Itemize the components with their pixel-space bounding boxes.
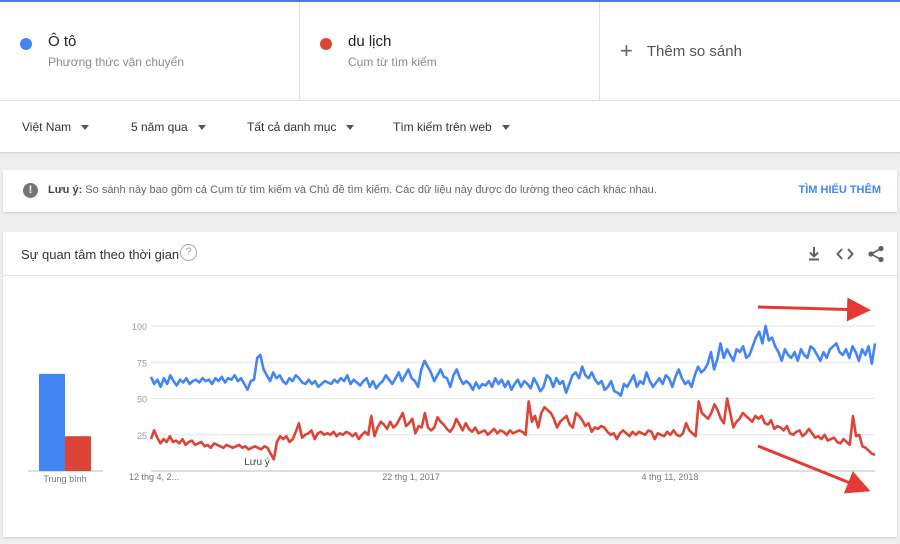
notice-message: Lưu ý: So sánh này bao gồm cả Cụm từ tìm… [48, 184, 657, 196]
learn-more-link[interactable]: TÌM HIỂU THÊM [798, 184, 882, 196]
x-tick-label: 22 thg 1, 2017 [382, 472, 440, 482]
interest-chart: 100 75 50 25 Trung bình 12 thg 4, 2... 22 th… [28, 297, 877, 494]
average-bar [65, 436, 91, 471]
x-tick-label: 4 thg 11, 2018 [642, 472, 699, 482]
term-card-dulich[interactable]: du lịch Cụm từ tìm kiếm [300, 2, 600, 100]
region-dropdown[interactable]: Việt Nam [22, 120, 90, 134]
time-range-dropdown[interactable]: 5 năm qua [131, 120, 206, 134]
category-dropdown[interactable]: Tất cả danh mục [247, 120, 355, 134]
term-name: du lịch [348, 33, 392, 50]
notice-text: So sánh này bao gồm cả Cụm từ tìm kiếm v… [82, 184, 657, 196]
interest-over-time-card: Sự quan tâm theo thời gian ? [3, 232, 897, 537]
download-icon[interactable] [804, 244, 824, 264]
dropdown-arrow-icon [197, 124, 206, 130]
share-icon[interactable] [866, 244, 886, 264]
category-label: Tất cả danh mục [247, 120, 337, 134]
term-type: Phương thức vận chuyển [48, 55, 185, 69]
series-color-dot [20, 38, 32, 50]
time-range-label: 5 năm qua [131, 120, 188, 134]
term-type: Cụm từ tìm kiếm [348, 55, 437, 69]
search-type-dropdown[interactable]: Tìm kiếm trên web [393, 120, 510, 134]
card-title: Sự quan tâm theo thời gian [21, 247, 180, 262]
dropdown-arrow-icon [81, 124, 90, 130]
notice-banner: ! Lưu ý: So sánh này bao gồm cả Cụm từ t… [3, 170, 897, 212]
filter-bar: Việt Nam 5 năm qua Tất cả danh mục Tìm k… [0, 100, 900, 152]
y-tick-label: 75 [137, 358, 147, 368]
region-label: Việt Nam [22, 120, 72, 134]
card-header: Sự quan tâm theo thời gian ? [3, 232, 897, 276]
dropdown-arrow-icon [346, 124, 355, 130]
annotation-arrow-down [757, 444, 871, 494]
search-type-label: Tìm kiếm trên web [393, 120, 492, 134]
note-marker[interactable]: Lưu ý [244, 457, 270, 468]
average-label: Trung bình [43, 474, 86, 484]
term-card-oto[interactable]: Ô tô Phương thức vận chuyển [0, 2, 300, 100]
x-tick-label: 12 thg 4, 2... [129, 472, 179, 482]
series-color-dot [320, 38, 332, 50]
compare-terms-bar: Ô tô Phương thức vận chuyển du lịch Cụm … [0, 0, 900, 100]
series-line [149, 324, 877, 397]
add-compare-label: Thêm so sánh [646, 42, 742, 60]
dropdown-arrow-icon [501, 124, 510, 130]
y-tick-label: 50 [137, 395, 147, 405]
series-line [149, 397, 876, 461]
add-compare-button[interactable]: + Thêm so sánh [600, 2, 900, 100]
embed-icon[interactable] [835, 244, 855, 264]
annotation-arrow-up [757, 297, 871, 322]
y-tick-label: 100 [132, 322, 147, 332]
info-icon: ! [23, 183, 38, 198]
term-name: Ô tô [48, 33, 77, 50]
plus-icon: + [620, 38, 633, 63]
y-tick-label: 25 [137, 431, 147, 441]
notice-bold: Lưu ý: [48, 184, 83, 196]
help-icon[interactable]: ? [180, 244, 197, 261]
average-bar [39, 373, 65, 471]
